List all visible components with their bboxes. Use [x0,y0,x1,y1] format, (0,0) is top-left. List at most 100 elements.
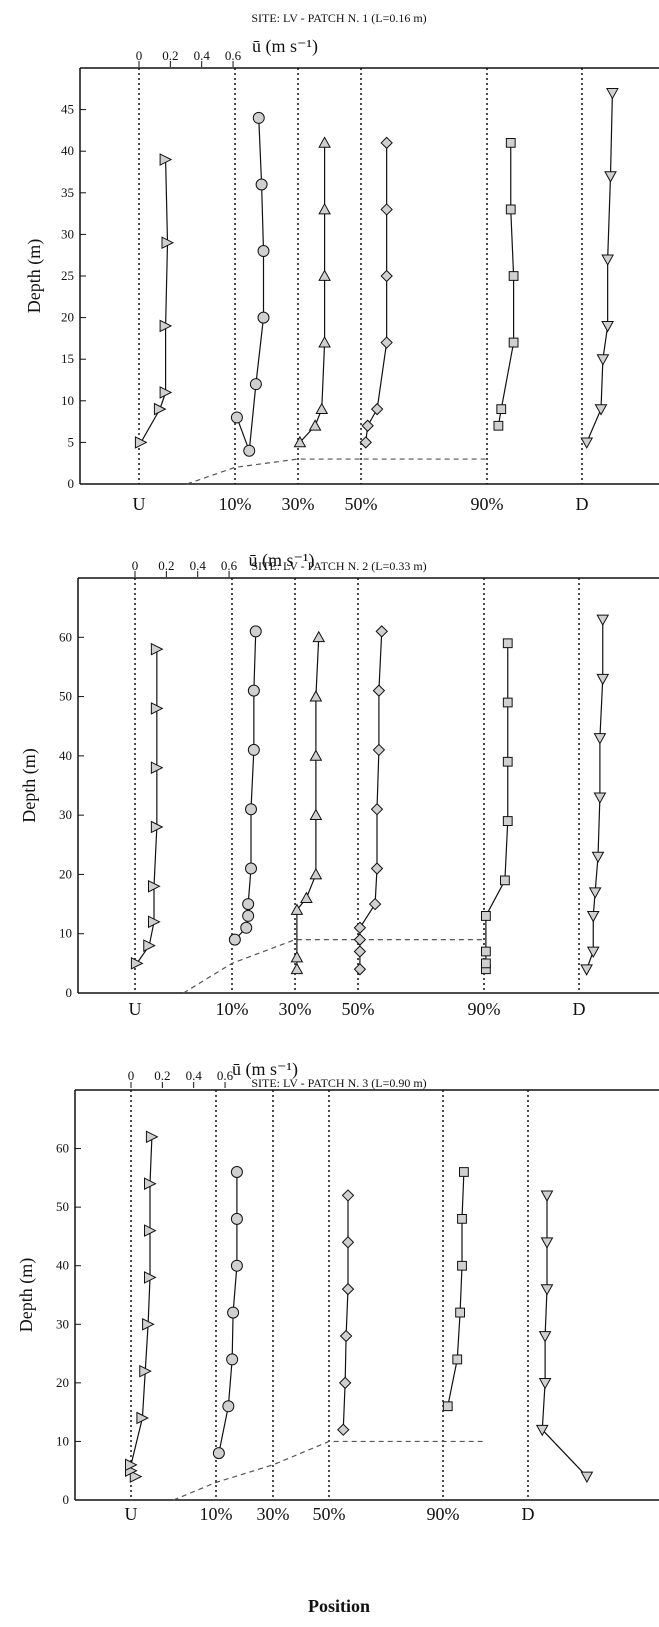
data-point-square [459,1167,469,1177]
data-point-triangle-right [148,879,161,893]
data-point-triangle-right [144,1271,157,1284]
position-label: 90% [471,494,504,514]
position-label: 50% [313,1504,346,1524]
profile-line [359,631,383,970]
bed-line [183,939,484,994]
data-point-diamond [370,862,384,875]
data-point-triangle-right [145,1130,159,1144]
data-point-triangle-right [150,820,164,834]
profile-line [234,631,257,941]
data-point-diamond [337,1423,350,1436]
y-tick-label: 15 [61,351,74,366]
data-point-circle [252,111,265,124]
y-tick-label: 30 [56,1316,69,1331]
y-tick-label: 10 [56,1433,69,1448]
position-label: U [129,999,142,1019]
data-point-circle [242,909,255,922]
data-point-circle [243,444,256,457]
data-point-square [505,204,516,215]
data-point-square [452,1354,463,1365]
y-tick-label: 45 [61,102,74,117]
data-point-triangle-right [148,915,161,929]
data-point-square [481,911,491,921]
data-point-square [457,1260,467,1271]
data-point-square [457,1213,467,1224]
data-point-triangle-up [309,690,323,702]
data-point-triangle-up [318,136,331,148]
data-point-square [502,638,513,649]
data-point-square [508,337,519,348]
data-point-triangle-up [290,950,304,963]
top-tick-label: 0.6 [217,1068,234,1083]
top-tick-label: 0.4 [190,558,207,573]
data-point-square [502,756,513,767]
data-point-triangle-up [312,630,326,643]
position-label: 90% [468,999,501,1019]
y-tick-label: 10 [59,926,72,941]
y-tick-label: 60 [56,1141,69,1156]
profile-line [497,142,515,426]
y-tick-label: 20 [61,310,74,325]
top-tick-label: 0.2 [162,48,178,63]
data-point-circle [257,245,270,258]
data-point-triangle-right [136,1411,150,1425]
top-tick-label: 0.2 [154,1068,170,1083]
data-point-triangle-right [150,642,164,656]
data-point-triangle-right [125,1458,138,1472]
y-tick-label: 25 [61,268,74,283]
data-point-diamond [353,945,367,958]
data-point-triangle-down [540,1190,554,1202]
y-tick-label: 20 [59,866,72,881]
data-point-circle [222,1400,235,1413]
bed-line [173,1440,486,1501]
data-point-triangle-right [130,957,144,970]
data-point-diamond [370,803,384,816]
data-point-triangle-up [290,903,304,915]
profile-line [365,142,388,443]
position-label: 90% [427,1504,460,1524]
profile-line [236,117,265,451]
data-point-diamond [380,136,393,150]
profile-line [136,649,158,964]
position-label: D [576,494,589,514]
y-tick-label: 40 [56,1258,69,1273]
data-point-triangle-up [290,962,304,975]
data-point-diamond [380,269,393,283]
data-point-triangle-down [538,1331,552,1343]
data-point-diamond [341,1236,355,1249]
data-point-triangle-down [593,733,607,745]
position-label: D [573,999,586,1019]
profile-line [447,1171,465,1407]
position-label: 30% [282,494,315,514]
data-point-diamond [375,625,388,638]
data-point-circle [230,1259,243,1272]
data-point-square [455,1307,465,1318]
data-point-diamond [372,743,386,757]
profile-line [586,92,613,443]
top-axis-label: ū (m s⁻¹) [232,1059,298,1080]
data-point-circle [255,178,268,191]
y-tick-label: 40 [59,748,72,763]
position-label: U [133,494,146,514]
data-point-triangle-right [153,402,167,416]
data-point-triangle-down [588,887,602,899]
data-point-triangle-right [159,153,173,166]
panel-title: SITE: LV - PATCH N. 2 (L=0.33 m) [251,559,426,573]
data-point-triangle-down [606,88,619,100]
data-point-circle [245,803,257,816]
y-tick-label: 35 [61,185,74,200]
panel-title: SITE: LV - PATCH N. 3 (L=0.90 m) [251,1076,426,1090]
data-point-triangle-up [309,867,323,880]
data-point-triangle-right [139,1364,152,1378]
data-point-circle [247,743,260,756]
data-point-diamond [353,921,367,934]
data-point-circle [242,898,255,911]
data-point-triangle-down [538,1377,552,1390]
profile-line [140,159,169,443]
position-label: 10% [216,999,249,1019]
position-label: U [125,1504,138,1524]
position-label: 10% [219,494,252,514]
data-point-diamond [359,436,372,449]
data-point-diamond [353,933,367,946]
data-point-diamond [353,963,367,976]
